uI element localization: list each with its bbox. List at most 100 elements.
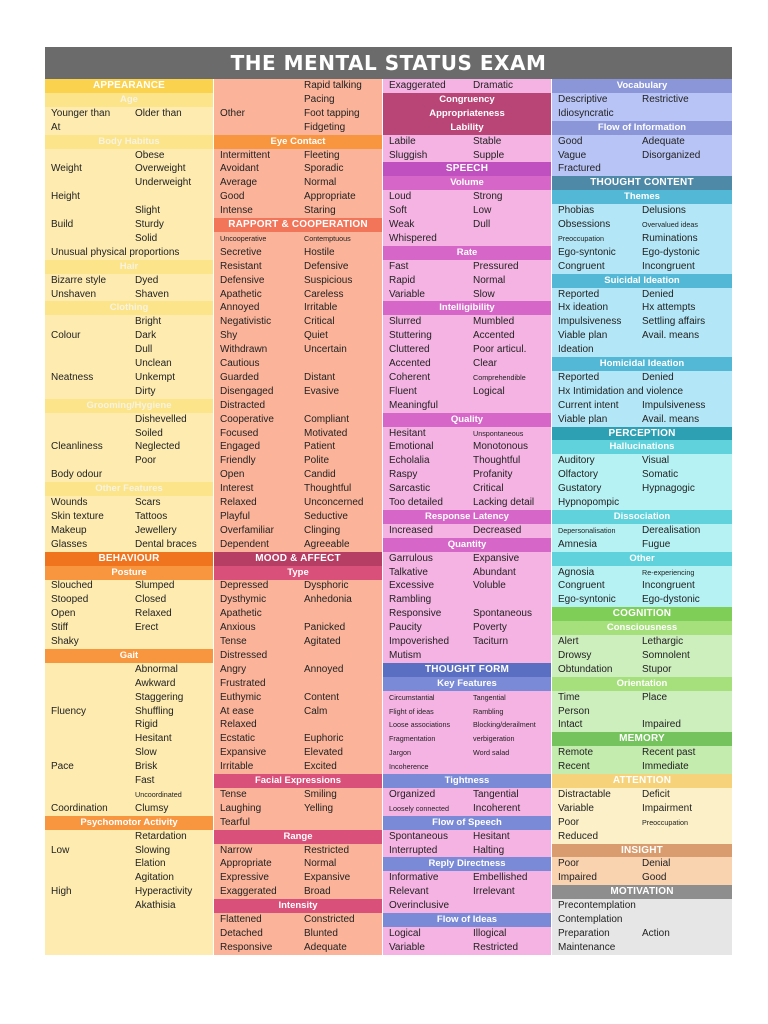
term-label: Neglected: [135, 441, 181, 453]
term-label: Whispered: [389, 232, 437, 244]
list-item: Ideation: [552, 343, 732, 358]
term-label: Polite: [304, 455, 330, 467]
term-label: Distractable: [558, 788, 611, 800]
term-label: Poor: [135, 455, 157, 467]
list-item: Expressive Expansive: [214, 871, 382, 885]
term-label: Deficit: [642, 788, 670, 800]
subheader-grooming-hygiene: Grooming/Hygiene: [45, 398, 213, 413]
term-label: Incoherence: [389, 762, 429, 772]
term-label: Logical: [389, 927, 421, 939]
term-label: Depersonalisation: [558, 525, 616, 535]
term-label: Good: [220, 191, 245, 203]
term-label: Laughing: [220, 802, 262, 814]
term-label: Hypnopompic: [558, 497, 620, 508]
subheader-congruency: Congruency: [383, 92, 551, 107]
term-label: Overweight: [135, 163, 186, 175]
term-label: Tattoos: [135, 510, 168, 522]
section-header-attention: ATTENTION: [552, 774, 732, 788]
term-label: Tangential: [473, 788, 519, 800]
list-item: Annoyed Irritable: [214, 301, 382, 315]
list-item: Detached Blunted: [214, 927, 382, 941]
list-item: Phobias Delusions: [552, 204, 732, 219]
list-item: Unshaven Shaven: [45, 288, 213, 302]
term-label: Precontemplation: [558, 900, 636, 912]
term-label: Abnormal: [135, 663, 178, 675]
term-label: Relaxed: [220, 719, 257, 731]
list-item: Dependent Agreeable: [214, 538, 382, 552]
term-label: Current intent: [558, 399, 619, 411]
term-label: Denied: [642, 371, 674, 383]
term-label: Annoyed: [304, 663, 344, 675]
term-label: Annoyed: [220, 302, 260, 314]
list-item: Narrow Restricted: [214, 844, 382, 858]
term-label: Sporadic: [304, 163, 344, 175]
term-label: Good: [642, 872, 667, 884]
list-item: Abnormal: [45, 663, 213, 677]
list-item: Playful Seductive: [214, 510, 382, 524]
list-item: Sluggish Supple: [383, 149, 551, 163]
subheader-homicidal-ideation: Homicidal Ideation: [552, 357, 732, 371]
subheader-hallucinations: Hallucinations: [552, 440, 732, 455]
list-item: Variable Slow: [383, 288, 551, 302]
term-label: Congruent: [558, 260, 605, 272]
section-header-memory: MEMORY: [552, 732, 732, 747]
term-label: Dull: [135, 344, 153, 356]
term-label: Rapid talking: [304, 80, 362, 91]
column-speech-thought-form: Exaggerated Dramatic Congruency Appropriate…: [383, 79, 551, 955]
list-item: Drowsy Somnolent: [552, 648, 732, 663]
section-header-thought-content: THOUGHT CONTENT: [552, 176, 732, 191]
term-label: Clumsy: [135, 802, 169, 814]
list-item: Irritable Excited: [214, 760, 382, 774]
term-label: Spontaneous: [473, 608, 532, 620]
term-label: Makeup: [51, 524, 87, 536]
term-label: Awkward: [135, 677, 176, 689]
term-label: Agreeable: [304, 538, 350, 550]
section-header-speech: SPEECH: [383, 162, 551, 177]
subheader-response-latency: Response Latency: [383, 509, 551, 524]
term-label: Scars: [135, 497, 161, 508]
subheader-gait: Gait: [45, 648, 213, 663]
term-label: Open: [220, 469, 245, 481]
list-item: Amnesia Fugue: [552, 537, 732, 552]
list-item: Good Appropriate: [214, 190, 382, 204]
term-label: Dental braces: [135, 538, 197, 550]
term-label: Pacing: [304, 93, 335, 105]
term-label: Focused: [220, 427, 259, 439]
list-item: Viable plan Avail. means: [552, 329, 732, 344]
section-header-mood-affect: MOOD & AFFECT: [214, 551, 382, 566]
list-item: Hypnopompic: [552, 496, 732, 510]
subheader-quality: Quality: [383, 412, 551, 427]
term-label: Visual: [642, 455, 670, 467]
term-label: Defensive: [304, 260, 349, 272]
list-item: Open Relaxed: [45, 607, 213, 621]
list-item: Agnosia Re-experiencing: [552, 565, 732, 580]
subheader-rate: Rate: [383, 245, 551, 260]
list-item: Cluttered Poor articul.: [383, 343, 551, 357]
term-label: Impaired: [558, 872, 597, 884]
term-label: Dyed: [135, 274, 159, 286]
term-label: Dramatic: [473, 80, 514, 91]
list-item: Uncoordinated: [45, 788, 213, 802]
term-label: Detached: [220, 927, 263, 939]
term-label: Fragmentation: [389, 734, 436, 744]
term-label: Fugue: [642, 538, 671, 550]
list-item: Stooped Closed: [45, 593, 213, 607]
term-label: Stuttering: [389, 330, 432, 342]
term-label: Dishevelled: [135, 413, 187, 425]
subheader-flow-of-information: Flow of Information: [552, 120, 732, 135]
term-label: Hx attempts: [642, 302, 696, 314]
term-label: Average: [220, 177, 258, 189]
list-item: Disengaged Evasive: [214, 385, 382, 399]
list-item: Reduced: [552, 829, 732, 844]
term-label: Depressed: [220, 580, 269, 592]
list-item: Exaggerated Broad: [214, 885, 382, 899]
term-label: Anhedonia: [304, 594, 352, 606]
term-label: Denied: [642, 288, 674, 300]
term-label: Overvalued ideas: [642, 220, 698, 229]
list-item: Height: [45, 190, 213, 204]
term-label: Unusual physical proportions: [51, 246, 180, 258]
list-item: Hx ideation Hx attempts: [552, 301, 732, 316]
page-title: THE MENTAL STATUS EXAM: [45, 47, 732, 79]
term-label: High: [51, 886, 72, 898]
mental-status-exam-sheet: THE MENTAL STATUS EXAM APPEARANCE Age Youn…: [45, 47, 732, 955]
